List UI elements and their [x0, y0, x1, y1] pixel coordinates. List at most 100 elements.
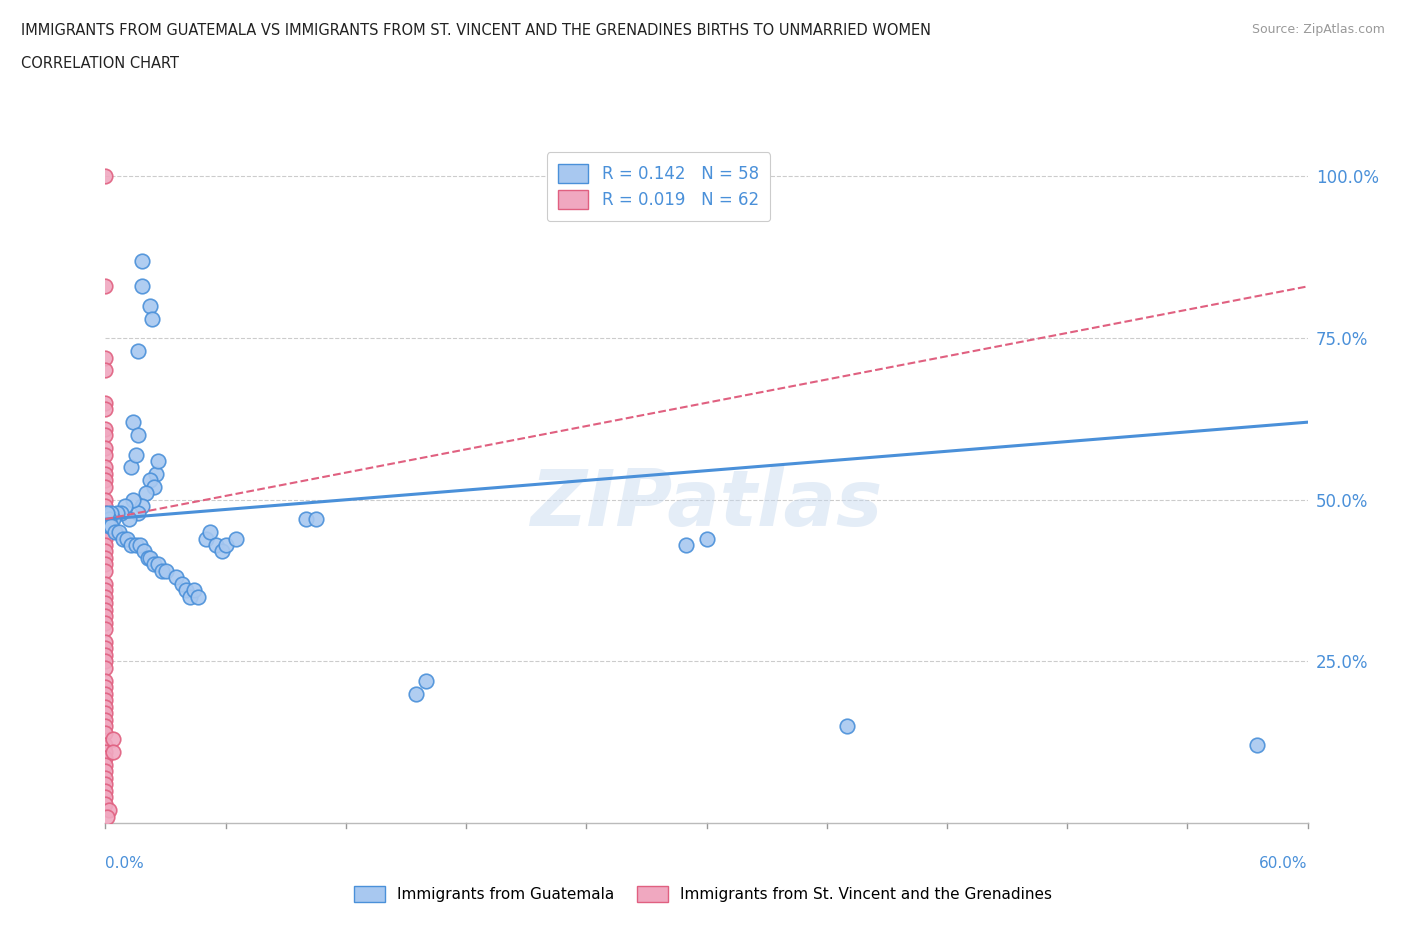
- Point: [225, 531, 247, 546]
- Point: [170, 577, 193, 591]
- Point: [94, 492, 117, 507]
- Point: [104, 525, 127, 539]
- Point: [94, 738, 117, 753]
- Point: [94, 615, 117, 630]
- Point: [127, 428, 149, 443]
- Point: [94, 693, 117, 708]
- Text: IMMIGRANTS FROM GUATEMALA VS IMMIGRANTS FROM ST. VINCENT AND THE GRENADINES BIRT: IMMIGRANTS FROM GUATEMALA VS IMMIGRANTS …: [21, 23, 931, 38]
- Point: [94, 719, 117, 734]
- Point: [94, 641, 117, 656]
- Point: [295, 512, 318, 526]
- Point: [194, 531, 217, 546]
- Point: [94, 505, 117, 520]
- Legend: Immigrants from Guatemala, Immigrants from St. Vincent and the Grenadines: Immigrants from Guatemala, Immigrants fr…: [349, 880, 1057, 909]
- Point: [94, 660, 117, 675]
- Text: 60.0%: 60.0%: [1260, 856, 1308, 870]
- Point: [94, 512, 117, 526]
- Point: [415, 673, 437, 688]
- Point: [103, 512, 125, 526]
- Point: [94, 699, 117, 714]
- Point: [98, 512, 121, 526]
- Point: [107, 505, 129, 520]
- Point: [117, 531, 139, 546]
- Point: [131, 498, 153, 513]
- Point: [94, 757, 117, 772]
- Point: [142, 479, 165, 494]
- Point: [94, 609, 117, 624]
- Point: [146, 454, 169, 469]
- Point: [675, 538, 697, 552]
- Point: [112, 531, 135, 546]
- Point: [94, 460, 117, 475]
- Point: [96, 505, 118, 520]
- Point: [94, 363, 117, 378]
- Point: [179, 590, 201, 604]
- Point: [94, 590, 117, 604]
- Point: [103, 732, 125, 747]
- Point: [94, 796, 117, 811]
- Point: [94, 421, 117, 436]
- Point: [165, 570, 187, 585]
- Point: [94, 745, 117, 760]
- Point: [94, 777, 117, 791]
- Point: [127, 505, 149, 520]
- Point: [155, 564, 177, 578]
- Point: [98, 518, 121, 533]
- Point: [94, 783, 117, 798]
- Point: [136, 551, 159, 565]
- Point: [121, 538, 143, 552]
- Point: [121, 460, 143, 475]
- Point: [94, 712, 117, 727]
- Point: [94, 725, 117, 740]
- Point: [131, 253, 153, 268]
- Point: [94, 525, 117, 539]
- Point: [94, 538, 117, 552]
- Point: [124, 538, 146, 552]
- Point: [94, 441, 117, 456]
- Text: Source: ZipAtlas.com: Source: ZipAtlas.com: [1251, 23, 1385, 36]
- Point: [150, 564, 173, 578]
- Point: [174, 583, 197, 598]
- Point: [405, 686, 427, 701]
- Point: [138, 551, 160, 565]
- Point: [98, 803, 121, 817]
- Point: [145, 467, 167, 482]
- Legend: R = 0.142   N = 58, R = 0.019   N = 62: R = 0.142 N = 58, R = 0.019 N = 62: [547, 153, 770, 221]
- Text: ZIPatlas: ZIPatlas: [530, 466, 883, 542]
- Text: CORRELATION CHART: CORRELATION CHART: [21, 56, 179, 71]
- Point: [146, 557, 169, 572]
- Point: [94, 603, 117, 618]
- Point: [94, 583, 117, 598]
- Point: [114, 498, 136, 513]
- Point: [142, 557, 165, 572]
- Point: [94, 428, 117, 443]
- Point: [128, 538, 150, 552]
- Point: [127, 343, 149, 358]
- Text: 0.0%: 0.0%: [105, 856, 145, 870]
- Point: [94, 473, 117, 488]
- Point: [94, 518, 117, 533]
- Point: [138, 473, 160, 488]
- Point: [211, 544, 233, 559]
- Point: [187, 590, 209, 604]
- Point: [94, 686, 117, 701]
- Point: [110, 505, 132, 520]
- Point: [100, 518, 122, 533]
- Point: [122, 415, 145, 430]
- Point: [94, 467, 117, 482]
- Point: [94, 790, 117, 804]
- Point: [94, 402, 117, 417]
- Point: [138, 299, 160, 313]
- Point: [94, 564, 117, 578]
- Point: [94, 770, 117, 785]
- Point: [214, 538, 236, 552]
- Point: [94, 551, 117, 565]
- Point: [94, 447, 117, 462]
- Point: [124, 447, 146, 462]
- Point: [94, 621, 117, 636]
- Point: [94, 764, 117, 778]
- Point: [94, 279, 117, 294]
- Point: [100, 505, 122, 520]
- Point: [94, 169, 117, 184]
- Point: [94, 498, 117, 513]
